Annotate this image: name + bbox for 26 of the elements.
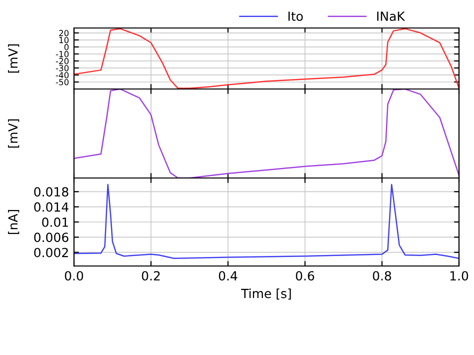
x-tick-label: 0.6 [296,271,314,281]
y-axis-title: [mV] [8,119,20,148]
x-tick-label: 0.8 [372,271,392,281]
x-tick-label: 0.4 [218,271,238,281]
legend-label: Ito [288,12,303,21]
y-tick-label: 20 [59,30,69,36]
y-tick-label: 0.014 [34,202,68,212]
line-series [74,184,459,260]
y-tick-label: 0.018 [34,187,68,197]
y-tick-label: 0 [64,44,69,50]
y-tick-label: -40 [56,72,69,78]
y-tick-label: 0.006 [34,232,68,242]
y-tick-label: -20 [56,58,69,64]
y-axis-title: [nA] [8,210,20,234]
y-tick-label: 10 [59,36,69,44]
y-axis-title: [mV] [8,44,20,73]
x-tick-label: 1.0 [450,271,468,281]
y-tick-label: -30 [56,64,69,72]
y-tick-label: -50 [56,78,69,86]
x-tick-label: 0.2 [142,271,160,281]
y-tick-label: 0.01 [42,217,68,227]
y-tick-label: 0.002 [34,248,68,258]
x-axis-title: Time [s] [241,288,291,300]
y-tick-label: -10 [56,50,69,58]
x-tick-label: 0.0 [64,271,84,281]
legend-label: INaK [377,12,406,21]
